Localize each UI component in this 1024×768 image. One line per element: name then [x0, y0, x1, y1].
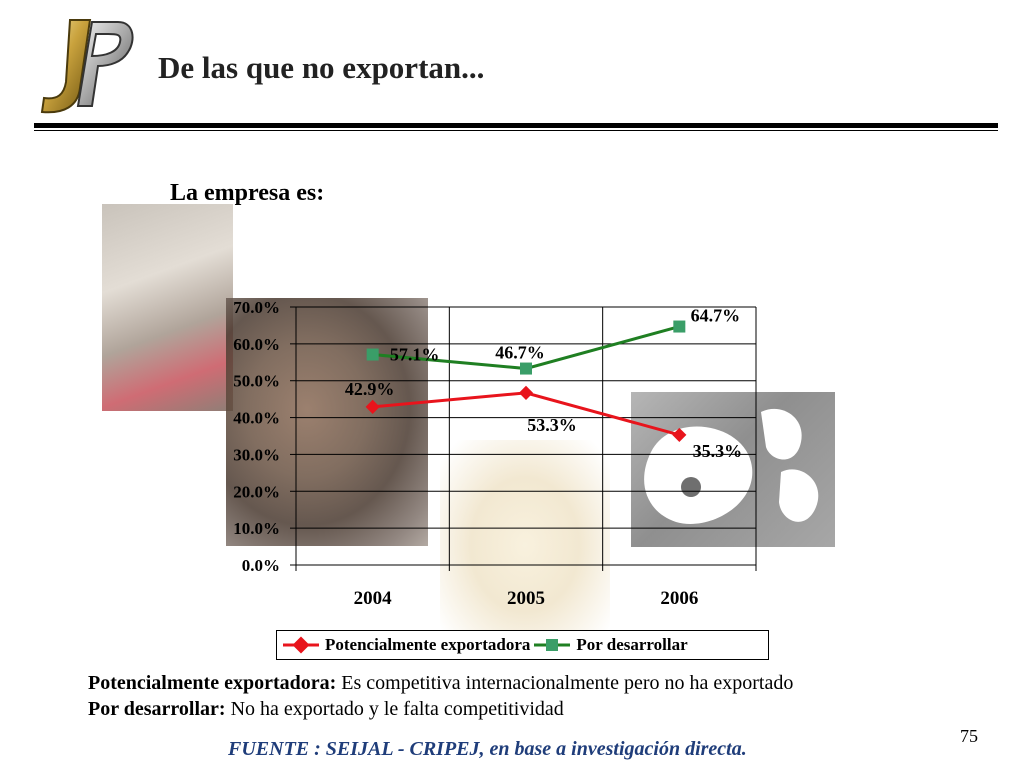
title-divider-thin [34, 130, 998, 131]
data-label: 64.7% [691, 306, 741, 326]
jp-logo-icon [40, 19, 134, 114]
definition-text: Es competitiva internacionalmente pero n… [341, 672, 794, 694]
y-tick-label: 10.0% [233, 519, 280, 538]
data-point-diamond [518, 385, 534, 400]
y-tick-label: 50.0% [233, 372, 280, 391]
definition-term: Potencialmente exportadora: [88, 672, 337, 694]
y-tick-label: 20.0% [233, 482, 280, 501]
data-point-square [520, 362, 532, 375]
y-tick-label: 0.0% [242, 556, 280, 575]
definition-por-desarrollar: Por desarrollar: No ha exportado y le fa… [88, 698, 564, 721]
chart-legend: Potencialmente exportadora Por desarroll… [276, 630, 769, 660]
legend-item-por-desarrollar: Por desarrollar [534, 635, 688, 655]
legend-key-red-diamond-icon [283, 636, 319, 654]
data-point-diamond [672, 427, 687, 442]
data-label: 53.3% [527, 415, 577, 435]
legend-label-potencialmente: Potencialmente exportadora [325, 635, 531, 654]
source-note: FUENTE : SEIJAL - CRIPEJ, en base a inve… [228, 738, 747, 760]
y-tick-label: 40.0% [233, 409, 280, 428]
legend-item-potencialmente: Potencialmente exportadora [283, 635, 530, 655]
data-label: 35.3% [693, 441, 743, 461]
legend-key-green-square-icon [534, 639, 571, 651]
data-point-square [673, 320, 686, 333]
legend-label-por-desarrollar: Por desarrollar [576, 635, 688, 654]
y-tick-label: 60.0% [233, 335, 280, 354]
title-divider [34, 123, 998, 128]
data-label: 46.7% [495, 343, 545, 363]
y-tick-label: 70.0% [233, 298, 280, 317]
y-tick-label: 30.0% [233, 445, 280, 464]
definition-text: No ha exportado y le falta competitivida… [230, 698, 564, 720]
photo-background [440, 440, 610, 650]
chart-subtitle: La empresa es: [170, 180, 325, 206]
data-point-square [366, 348, 379, 361]
page-title: De las que no exportan... [158, 50, 485, 85]
page-number: 75 [960, 726, 978, 746]
definition-term: Por desarrollar: [88, 698, 226, 720]
x-tick-label: 2004 [354, 588, 393, 609]
data-point-diamond [365, 399, 380, 414]
x-tick-label: 2005 [507, 588, 545, 609]
photo-woman [226, 298, 428, 546]
data-label: 42.9% [345, 379, 395, 399]
x-tick-label: 2006 [660, 588, 698, 609]
data-label: 57.1% [390, 345, 440, 365]
photo-girl [102, 204, 233, 411]
definition-potencialmente: Potencialmente exportadora: Es competiti… [88, 672, 793, 695]
